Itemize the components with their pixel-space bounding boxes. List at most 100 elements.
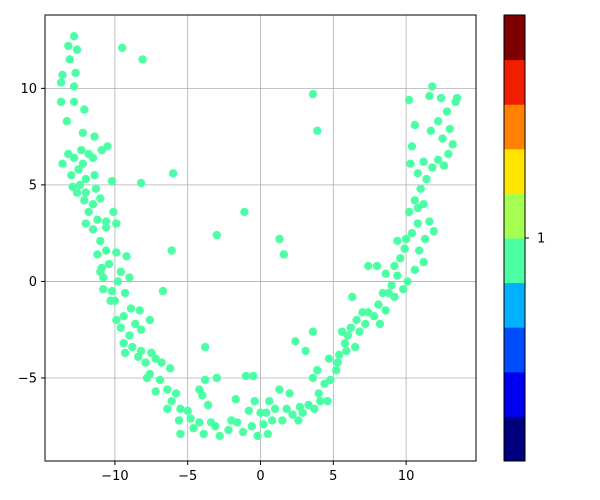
y-tick-label: −5 (18, 371, 37, 386)
x-tick-label: 10 (398, 469, 415, 484)
scatter-point (157, 358, 166, 367)
scatter-point (116, 323, 125, 332)
scatter-point (413, 219, 422, 228)
scatter-point (364, 261, 373, 271)
scatter-point (288, 410, 297, 419)
scatter-point (384, 288, 393, 298)
scatter-point (81, 188, 90, 197)
scatter-point (308, 89, 318, 99)
scatter-point (241, 371, 251, 381)
scatter-point (64, 41, 73, 51)
scatter-point (199, 429, 208, 439)
scatter-point (145, 315, 155, 325)
scatter-point (448, 140, 457, 149)
scatter-point (71, 68, 80, 78)
x-tick-label: −10 (101, 469, 128, 484)
scatter-point (158, 286, 168, 296)
scatter-point (413, 203, 422, 213)
scatter-point (231, 395, 240, 404)
scatter-point (314, 389, 323, 398)
scatter-point (163, 385, 172, 394)
scatter-point (93, 250, 102, 259)
scatter-point (75, 180, 85, 190)
scatter-point (195, 385, 204, 394)
colorbar-segment (504, 15, 525, 61)
x-tick-label: 0 (256, 469, 264, 484)
scatter-point (429, 227, 438, 236)
scatter-point (400, 244, 409, 253)
scatter-point (350, 342, 360, 352)
scatter-point (407, 142, 417, 151)
scatter-point (84, 149, 93, 159)
scatter-point (308, 327, 318, 336)
scatter-point (419, 157, 428, 166)
scatter-point (358, 308, 367, 317)
scatter-point (69, 32, 79, 41)
scatter-point (381, 306, 390, 315)
scatter-point (96, 236, 105, 246)
scatter-point (334, 350, 344, 360)
scatter-point (323, 396, 332, 406)
scatter-point (72, 45, 82, 54)
scatter-point (101, 246, 111, 255)
scatter-point (404, 95, 414, 105)
scatter-point (355, 327, 364, 336)
scatter-point (316, 396, 325, 406)
scatter-point (211, 422, 220, 431)
scatter-point (422, 174, 431, 184)
scatter-point (438, 134, 447, 143)
scatter-point (244, 406, 254, 415)
scatter-point (69, 153, 79, 163)
scatter-point (203, 400, 213, 410)
scatter-point (399, 284, 408, 294)
scatter-point (171, 389, 181, 398)
scatter-point (176, 429, 185, 439)
scatter-point (104, 259, 114, 269)
scatter-point (410, 265, 420, 275)
scatter-point (106, 296, 115, 305)
scatter-point (407, 228, 417, 238)
scatter-point (195, 418, 204, 427)
scatter-point (126, 304, 136, 313)
scatter-point (101, 223, 111, 232)
scatter-point (167, 246, 176, 255)
scatter-point (369, 311, 379, 321)
scatter-point (99, 284, 108, 294)
scatter-point (56, 78, 66, 87)
scatter-point (133, 352, 143, 361)
scatter-point (116, 267, 125, 276)
scatter-point (167, 396, 176, 406)
scatter-point (374, 300, 383, 309)
scatter-point (77, 145, 86, 155)
scatter-point (109, 207, 118, 217)
scatter-point (247, 422, 256, 431)
scatter-point (393, 236, 402, 246)
scatter-point (112, 315, 121, 325)
scatter-point (78, 159, 88, 168)
scatter-point (224, 425, 233, 435)
scatter-point (147, 348, 156, 358)
scatter-point (174, 416, 184, 425)
scatter-point (200, 375, 210, 385)
scatter-point (378, 288, 388, 298)
scatter-point (326, 375, 335, 385)
x-tick-label: 5 (329, 469, 337, 484)
scatter-points (56, 32, 462, 441)
scatter-point (84, 207, 93, 217)
colorbar-segment (504, 416, 525, 462)
scatter-point (375, 319, 385, 329)
scatter-point (348, 292, 357, 302)
colorbar-segment (504, 193, 525, 239)
scatter-point (313, 366, 322, 375)
scatter-point (282, 404, 291, 414)
scatter-point (436, 93, 446, 103)
scatter-point (352, 315, 361, 325)
scatter-point (425, 217, 434, 226)
colorbar-segment (504, 282, 525, 328)
scatter-point (212, 373, 222, 383)
scatter-point (267, 416, 277, 425)
scatter-point (263, 429, 272, 439)
scatter-point (445, 124, 454, 134)
scatter-point (406, 159, 415, 168)
